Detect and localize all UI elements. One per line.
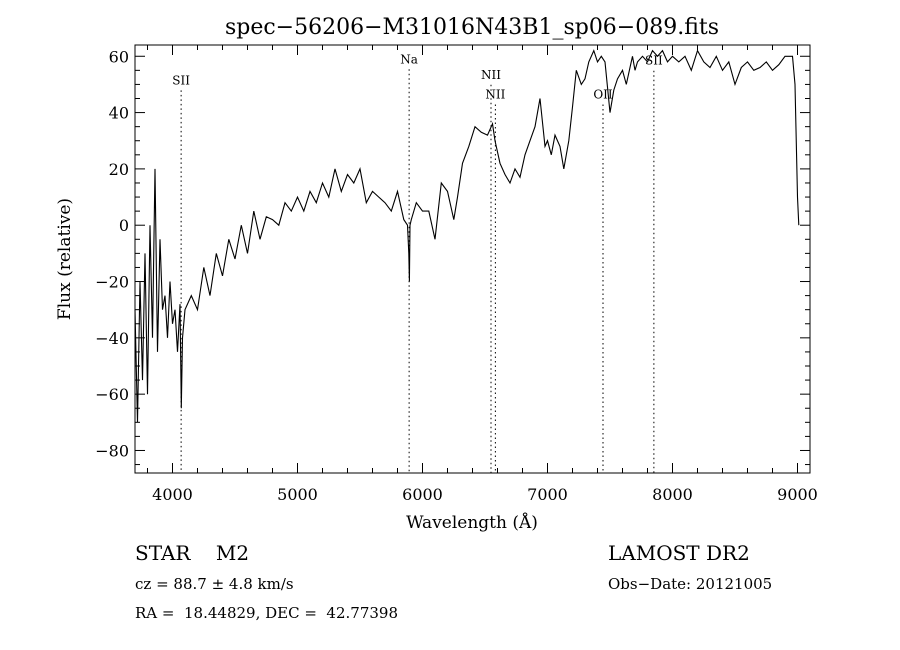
chart-title: spec−56206−M31016N43B1_sp06−089.fits — [225, 15, 719, 40]
y-axis-label: Flux (relative) — [55, 198, 75, 320]
y-tick-label: −40 — [95, 329, 129, 348]
y-tick-label: 60 — [109, 47, 129, 66]
y-tick-label: 40 — [109, 104, 129, 123]
line-marker-label: Na — [400, 52, 418, 66]
axis-ticks — [135, 45, 810, 473]
x-tick-label: 9000 — [777, 485, 818, 504]
object-class: STAR M2 — [135, 541, 250, 565]
line-markers — [180, 69, 655, 473]
x-tick-label: 8000 — [652, 485, 693, 504]
obs-date: Obs−Date: 20121005 — [608, 575, 773, 593]
line-marker-label: SII — [172, 73, 190, 87]
coordinates: RA = 18.44829, DEC = 42.77398 — [135, 604, 399, 622]
y-tick-label: 0 — [119, 216, 129, 235]
y-tick-label: −80 — [95, 441, 129, 460]
line-marker-label: OII — [593, 88, 613, 102]
line-marker-label: NII — [485, 88, 505, 102]
y-tick-label: 20 — [109, 160, 129, 179]
y-tick-label: −60 — [95, 385, 129, 404]
x-tick-label: 5000 — [277, 485, 318, 504]
line-marker-label: NII — [481, 68, 501, 82]
x-tick-label: 7000 — [527, 485, 568, 504]
velocity-text: cz = 88.7 ± 4.8 km/s — [135, 575, 294, 593]
y-tick-labels: −80 −60 −40 −20 0 20 40 60 — [95, 47, 129, 460]
spectrum-line — [134, 49, 800, 423]
line-marker-label: SII — [645, 54, 663, 68]
plot-frame — [134, 44, 811, 474]
y-tick-label: −20 — [95, 273, 129, 292]
survey-name: LAMOST DR2 — [608, 541, 750, 565]
x-axis-label: Wavelength (Å) — [406, 512, 538, 533]
line-marker-labels: SII Na NII NII OII SII — [172, 52, 663, 101]
x-tick-labels: 4000 5000 6000 7000 8000 9000 — [152, 485, 818, 504]
x-tick-label: 6000 — [402, 485, 443, 504]
x-tick-label: 4000 — [152, 485, 193, 504]
